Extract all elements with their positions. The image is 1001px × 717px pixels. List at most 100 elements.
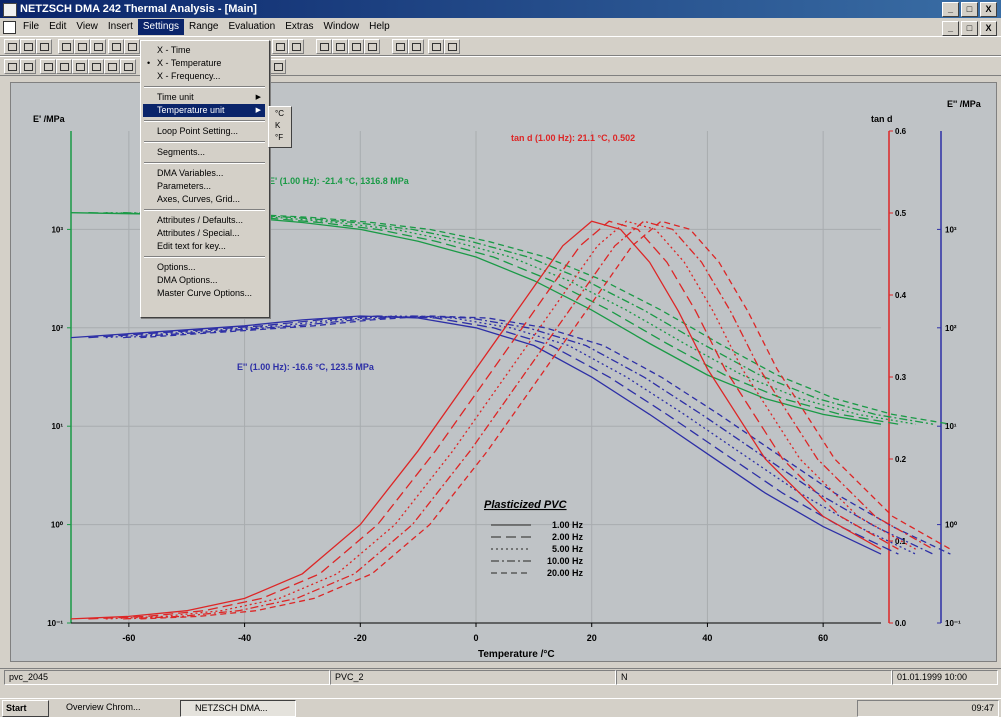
settings-menu-item[interactable]: Temperature unit ▶ [143,104,265,117]
x-tick-label: 0 [473,633,478,643]
e-prime-annotation: E' (1.00 Hz): -21.4 °C, 1316.8 MPa [269,176,410,186]
settings-menu-item[interactable]: Segments... [143,146,265,159]
paste-icon[interactable] [90,39,106,54]
curve-Epp-1 [88,315,899,555]
menu-bar: File Edit View Insert Settings Range Eva… [0,19,1001,36]
settings-menu-item[interactable]: Parameters... [143,180,265,193]
settings-menu-item[interactable]: Attributes / Special... [143,227,265,240]
dma-chart: -60 -40 -20 0 20 40 6010⁻¹10⁰10¹10²10³0.00.10.… [33,99,982,660]
maximize-button[interactable]: □ [961,2,978,17]
unit-option-celsius[interactable]: °C [275,109,284,118]
curve2-icon[interactable] [20,59,36,74]
settings-menu-item[interactable]: Time unit ▶ [143,91,265,104]
settings-menu-item[interactable]: Attributes / Defaults... [143,214,265,227]
close-button[interactable]: X [980,2,997,17]
curve8-icon[interactable] [120,59,136,74]
doc-close-button[interactable]: X [980,21,997,36]
minimize-button[interactable]: _ [942,2,959,17]
legend-title: Plasticized PVC [484,499,568,511]
quick-launch-item[interactable]: Overview Chrom... [66,702,141,712]
document-icon[interactable] [3,21,16,34]
menu-item-label: Attributes / Special... [157,228,240,238]
save-icon[interactable] [36,39,52,54]
menu-window[interactable]: Window [323,21,360,32]
menu-settings[interactable]: Settings [137,19,185,35]
x-axis-icon[interactable] [316,39,332,54]
menu-item-label: DMA Variables... [157,168,224,178]
settings-menu-item[interactable]: X - Time [143,44,265,57]
status-bar: pvc_2045 PVC_2 N 01.01.1999 10:00 [0,668,1001,685]
new-icon[interactable] [4,39,20,54]
curve-Epp-3 [123,315,934,555]
menu-insert[interactable]: Insert [107,21,133,32]
settings-menu-item[interactable]: X - Frequency... [143,70,265,83]
menu-view[interactable]: View [76,21,98,32]
menu-separator [144,162,265,164]
menu-help[interactable]: Help [369,21,390,32]
tand-tick-label: 0.0 [895,619,907,628]
doc-minimize-button[interactable]: _ [942,21,959,36]
curve4-icon[interactable] [56,59,72,74]
curve5-icon[interactable] [72,59,88,74]
start-button[interactable]: Start [2,700,49,717]
x-tick-label: -20 [354,633,367,643]
peak-icon[interactable] [392,39,408,54]
crosshair-icon[interactable] [444,39,460,54]
curve-Epp-0 [70,315,882,555]
menu-edit[interactable]: Edit [49,21,67,32]
menu-item-label: Attributes / Defaults... [157,215,244,225]
curve7-icon[interactable] [104,59,120,74]
tand-tick-label: 0.3 [895,373,907,382]
settings-menu-item[interactable]: DMA Variables... [143,167,265,180]
label-icon[interactable] [364,39,380,54]
curve6-icon[interactable] [88,59,104,74]
range-icon[interactable] [288,39,304,54]
temperature-unit-submenu: °C K °F [268,106,292,148]
curve-select-icon[interactable] [272,39,288,54]
menu-file[interactable]: File [23,21,40,32]
system-tray: 09:47 [857,700,999,717]
onset-icon[interactable] [408,39,424,54]
print-icon[interactable] [58,39,74,54]
menu-item-label: X - Temperature [157,58,222,68]
settings-menu-item[interactable]: Loop Point Setting... [143,125,265,138]
curve3-icon[interactable] [40,59,56,74]
x-axis-label: Temperature /°C [478,649,555,660]
doc-restore-button[interactable]: □ [961,21,978,36]
right-tick-label: 10¹ [945,422,957,431]
settings-menu-item[interactable]: DMA Options... [143,274,265,287]
unit-option-kelvin[interactable]: K [275,121,281,130]
app-icon[interactable] [3,3,17,17]
menu-range[interactable]: Range [189,21,219,32]
submenu-arrow-icon: ▶ [255,107,261,114]
menu-item-label: Temperature unit [157,105,225,115]
taskbar-task[interactable]: NETZSCH DMA... [180,700,296,717]
axis-layer: -60 -40 -20 0 20 40 6010⁻¹10⁰10¹10²10³0.00.10.… [47,127,961,643]
open-icon[interactable] [20,39,36,54]
settings-menu-item[interactable]: Edit text for key... [143,240,265,253]
scale-icon[interactable] [348,39,364,54]
tand-tick-label: 0.5 [895,209,907,218]
settings-menu-item[interactable]: Axes, Curves, Grid... [143,193,265,206]
settings-menu-item[interactable]: Master Curve Options... [143,287,265,300]
curve-Ep-4 [140,212,951,425]
settings-menu-item[interactable]: X - Temperature • [143,57,265,70]
blank-field-icon[interactable] [270,59,286,74]
menu-item-label: Segments... [157,147,206,157]
menu-evaluation[interactable]: Evaluation [228,21,276,32]
curve1-icon[interactable] [4,59,20,74]
unit-option-fahrenheit[interactable]: °F [275,133,284,142]
menu-extras[interactable]: Extras [285,21,314,32]
curve-Epp-4 [140,315,951,555]
right-tick-label: 10⁻¹ [945,619,961,628]
right-tick-label: 10⁰ [945,521,958,530]
pointer-icon[interactable] [428,39,444,54]
submenu-arrow-icon: ▶ [255,94,261,101]
zoom-icon[interactable] [108,39,124,54]
copy-icon[interactable] [74,39,90,54]
settings-menu-item[interactable]: Options... [143,261,265,274]
curve-Epp-2 [105,315,916,555]
y-axis-icon[interactable] [332,39,348,54]
curve-tand-4 [140,220,951,620]
grid-icon[interactable] [124,39,140,54]
